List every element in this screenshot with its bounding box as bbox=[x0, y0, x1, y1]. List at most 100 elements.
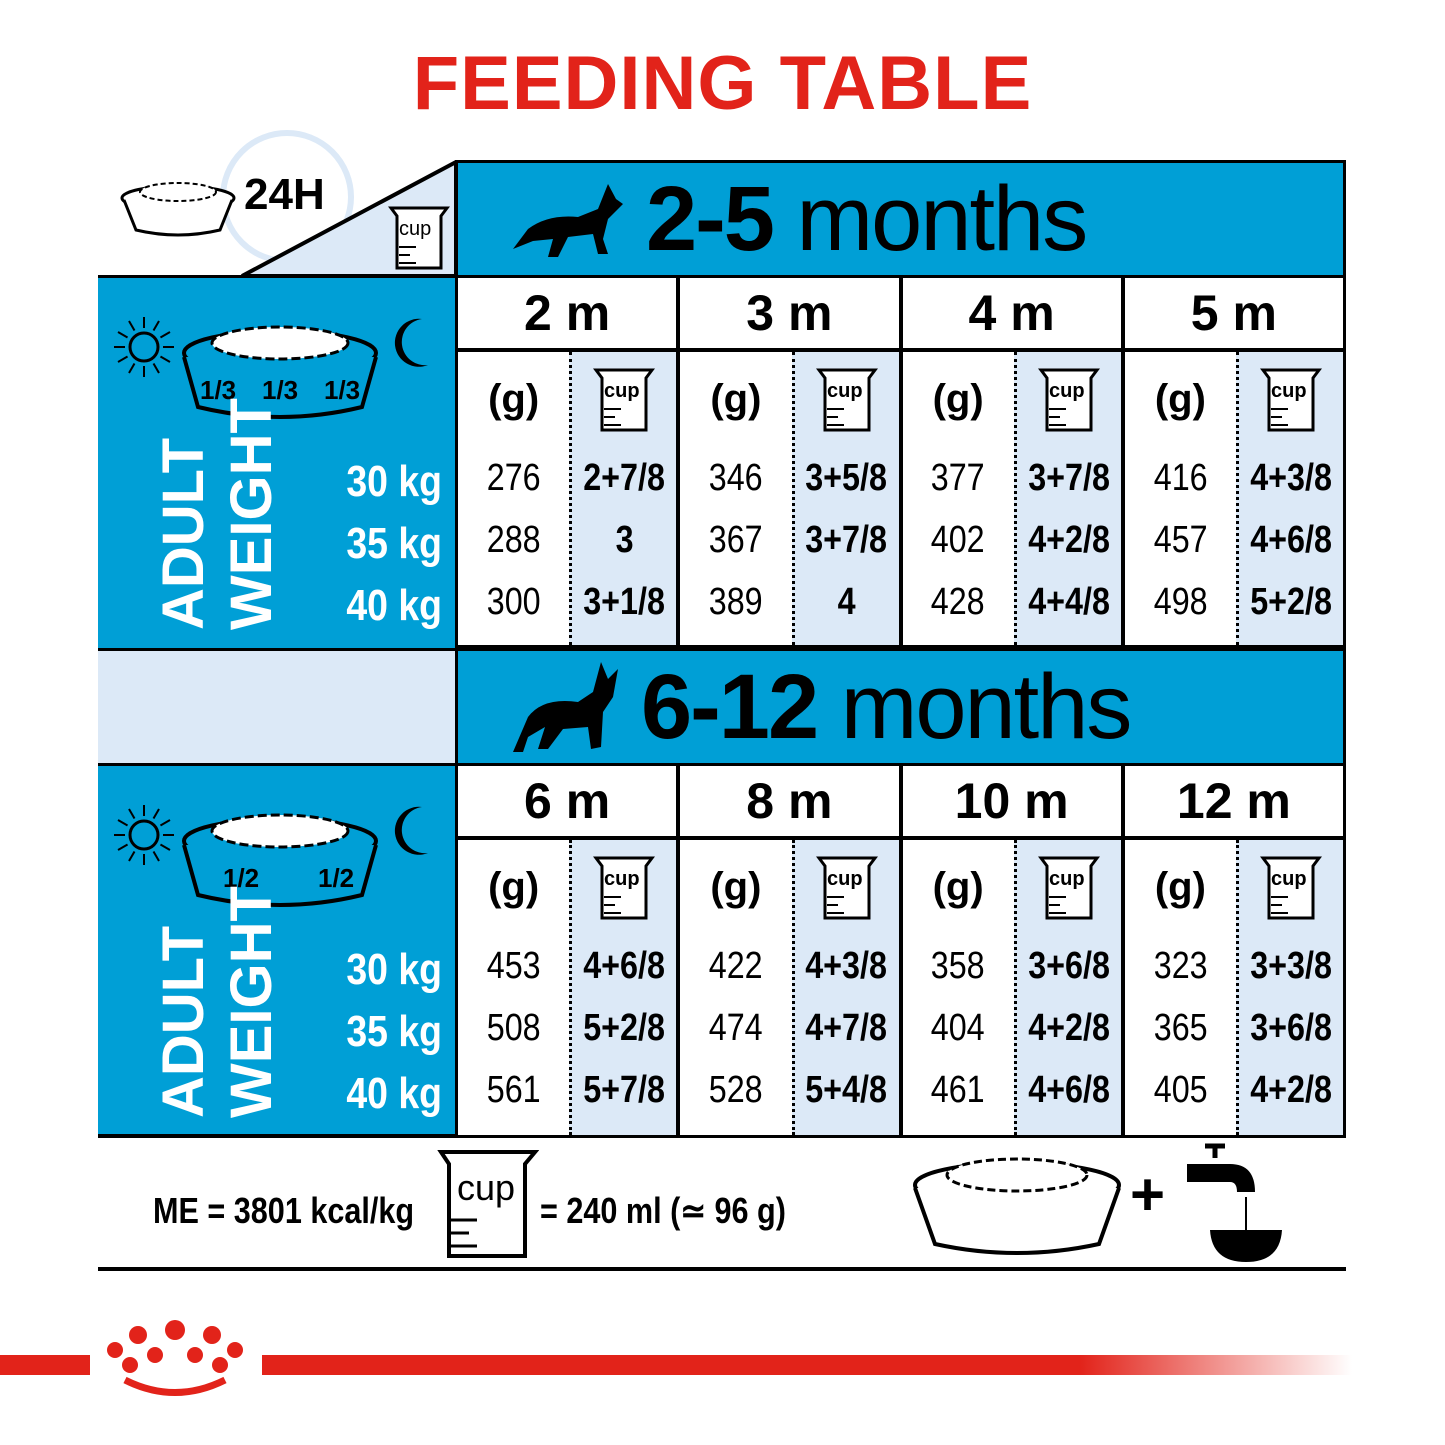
cups-value: 4+3/8 bbox=[805, 945, 888, 987]
cups-value: 4+6/8 bbox=[1250, 519, 1332, 561]
cups-value: 5+7/8 bbox=[583, 1069, 666, 1111]
cups-value: 3+7/8 bbox=[805, 519, 888, 561]
weight-label: 40 kg bbox=[346, 581, 442, 630]
grams-value: 498 bbox=[1153, 581, 1208, 623]
svg-text:cup: cup bbox=[604, 380, 640, 402]
cups-value: 3+5/8 bbox=[805, 457, 888, 499]
age-range-number: 2-5 bbox=[646, 167, 775, 270]
moon-icon bbox=[394, 806, 428, 855]
energy-label: ME = 3801 kcal/kg bbox=[153, 1190, 415, 1231]
bowl-icon bbox=[120, 182, 236, 237]
month-column: 4 m (g) 377 402 428 cup 3+7/8 4+2/8 4+4/8 bbox=[902, 278, 1121, 645]
cup-icon: cup bbox=[815, 856, 878, 919]
grams-header: (g) bbox=[1154, 377, 1206, 421]
month-column: 3 m (g) 346 367 389 cup 3+5/8 3+7/8 4 bbox=[680, 278, 899, 645]
cups-value: 4 bbox=[837, 581, 856, 623]
weight-label: 40 kg bbox=[346, 1069, 442, 1118]
cup-icon: cup bbox=[593, 368, 656, 431]
grams-value: 377 bbox=[931, 457, 986, 499]
grams-value: 323 bbox=[1153, 945, 1208, 987]
grams-header: (g) bbox=[488, 377, 540, 421]
bowl-icon bbox=[913, 1157, 1121, 1255]
grams-value: 365 bbox=[1153, 1007, 1208, 1049]
cups-value: 3+1/8 bbox=[583, 581, 666, 623]
cups-value: 5+2/8 bbox=[1250, 581, 1332, 623]
cup-icon: cup bbox=[1037, 368, 1100, 431]
grams-header: (g) bbox=[488, 865, 540, 909]
bowl-portion: 1/3 bbox=[324, 375, 361, 405]
grams-value: 422 bbox=[708, 945, 763, 987]
grams-header: (g) bbox=[710, 865, 762, 909]
month-header: 10 m bbox=[902, 766, 1121, 840]
cups-value: 5+2/8 bbox=[583, 1007, 666, 1049]
bowl-portion: 1/2 bbox=[223, 863, 260, 893]
grams-header: (g) bbox=[932, 377, 984, 421]
month-column: 10 m (g) 358 404 461 cup 3+6/8 4+2/8 4+6/8 bbox=[902, 766, 1121, 1135]
bowl-portion: 1/3 bbox=[200, 375, 237, 405]
moon-icon bbox=[394, 318, 428, 367]
water-tap-icon bbox=[1187, 1143, 1282, 1262]
grams-value: 404 bbox=[931, 1007, 986, 1049]
bowl-icon bbox=[182, 325, 378, 419]
month-column: 8 m (g) 422 474 528 cup 4+3/8 4+7/8 5+4/8 bbox=[680, 766, 899, 1135]
age-range-number: 6-12 bbox=[641, 655, 819, 758]
grams-value: 276 bbox=[486, 457, 541, 499]
month-header: 4 m bbox=[902, 278, 1121, 352]
grams-value: 561 bbox=[486, 1069, 541, 1111]
month-column: 12 m (g) 323 365 405 cup 3+3/8 3+6/8 4+2/8 bbox=[1124, 766, 1343, 1135]
royal-canin-crown-logo bbox=[107, 1320, 243, 1396]
cup-icon: cup bbox=[593, 856, 656, 919]
svg-text:cup: cup bbox=[1049, 380, 1085, 402]
cup-icon: cup bbox=[1037, 856, 1100, 919]
cups-value: 4+2/8 bbox=[1027, 1007, 1110, 1049]
weight-label: 30 kg bbox=[346, 457, 442, 506]
feeding-grid: 2 m (g) 276 288 300 cup 2+7/8 3 3+1/8 3 m (g) 346 36… bbox=[455, 275, 1346, 648]
grams-value: 358 bbox=[931, 945, 986, 987]
grams-value: 402 bbox=[931, 519, 986, 561]
weight-label: 30 kg bbox=[346, 945, 442, 994]
month-column: 6 m (g) 453 508 561 cup 4+6/8 5+2/8 5+7/8 bbox=[458, 766, 677, 1135]
age-range-unit: months bbox=[840, 655, 1133, 758]
cups-value: 4+7/8 bbox=[805, 1007, 888, 1049]
cups-value: 3 bbox=[615, 519, 634, 561]
cups-value: 3+3/8 bbox=[1250, 945, 1332, 987]
sun-icon bbox=[114, 805, 174, 865]
svg-text:cup: cup bbox=[399, 218, 431, 240]
grams-value: 474 bbox=[708, 1007, 763, 1049]
grams-value: 528 bbox=[708, 1069, 763, 1111]
grams-header: (g) bbox=[932, 865, 984, 909]
cups-value: 4+6/8 bbox=[583, 945, 666, 987]
cups-value: 3+7/8 bbox=[1027, 457, 1110, 499]
cup-icon: cup bbox=[388, 206, 450, 270]
grams-value: 288 bbox=[486, 519, 541, 561]
cups-value: 3+6/8 bbox=[1027, 945, 1110, 987]
svg-text:cup: cup bbox=[1271, 380, 1307, 402]
divider bbox=[98, 1267, 1346, 1271]
grams-value: 389 bbox=[708, 581, 763, 623]
brand-strip-right bbox=[262, 1355, 1352, 1375]
left-band-spacer bbox=[98, 648, 457, 766]
cups-value: 4+4/8 bbox=[1027, 581, 1110, 623]
cups-value: 2+7/8 bbox=[583, 457, 666, 499]
month-header: 8 m bbox=[680, 766, 899, 840]
grams-value: 346 bbox=[708, 457, 763, 499]
grams-header: (g) bbox=[1154, 865, 1206, 909]
bowl-portion: 1/3 bbox=[262, 375, 299, 405]
cup-equivalence: = 240 ml (≃ 96 g) bbox=[540, 1190, 786, 1231]
bowl-portion: 1/2 bbox=[318, 863, 355, 893]
age-range-unit: months bbox=[796, 167, 1089, 270]
month-header: 2 m bbox=[458, 278, 677, 352]
age-band-6-12: 6-12 months bbox=[455, 648, 1346, 766]
svg-text:cup: cup bbox=[1049, 868, 1085, 890]
month-column: 2 m (g) 276 288 300 cup 2+7/8 3 3+1/8 bbox=[458, 278, 677, 645]
feeding-grid: 6 m (g) 453 508 561 cup 4+6/8 5+2/8 5+7/8 8 m (g) 4… bbox=[455, 763, 1346, 1138]
cups-value: 4+6/8 bbox=[1027, 1069, 1110, 1111]
svg-text:cup: cup bbox=[604, 868, 640, 890]
svg-text:cup: cup bbox=[457, 1167, 515, 1208]
grams-value: 461 bbox=[931, 1069, 986, 1111]
bowl-icon bbox=[182, 813, 378, 907]
month-header: 6 m bbox=[458, 766, 677, 840]
grams-value: 457 bbox=[1153, 519, 1208, 561]
cups-value: 4+2/8 bbox=[1250, 1069, 1332, 1111]
cup-icon: cup bbox=[437, 1150, 539, 1258]
